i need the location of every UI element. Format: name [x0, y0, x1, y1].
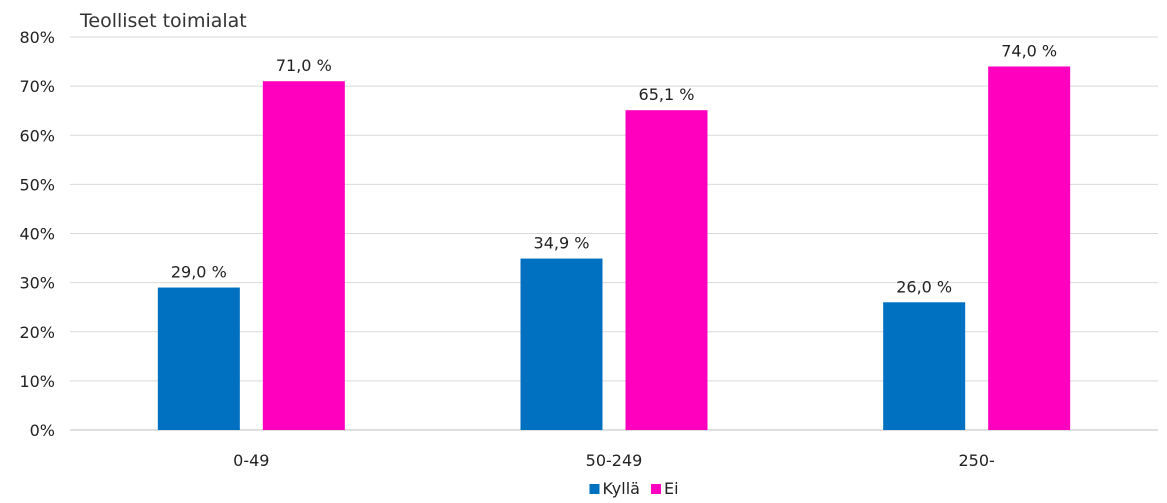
y-tick-label: 60%	[19, 126, 55, 145]
data-label: 74,0 %	[1001, 41, 1057, 60]
data-label: 65,1 %	[639, 85, 695, 104]
gridlines	[70, 36, 1158, 431]
legend-swatch	[589, 484, 600, 494]
legend: Kyllä Ei	[589, 479, 679, 498]
y-tick-label: 30%	[19, 274, 55, 293]
y-tick-label: 10%	[19, 372, 55, 391]
data-label: 26,0 %	[896, 277, 952, 296]
y-tick-label: 80%	[19, 28, 55, 47]
legend-swatch	[650, 484, 661, 494]
x-category-label: 250-	[959, 451, 995, 470]
bar-ei-50-249	[625, 110, 708, 430]
data-label: 29,0 %	[171, 263, 227, 282]
y-tick-label: 50%	[19, 175, 55, 194]
data-label: 71,0 %	[276, 56, 332, 75]
bars	[157, 66, 1071, 431]
data-labels: 29,0 % 71,0 % 34,9 % 65,1 % 26,0 % 74,0 %	[171, 41, 1057, 296]
bar-ei-0-49	[262, 81, 345, 431]
chart-title: Teolliset toimialat	[79, 10, 247, 32]
legend-item-kyllä: Kyllä	[589, 479, 640, 498]
legend-label: Kyllä	[602, 479, 640, 498]
y-tick-label: 70%	[19, 77, 55, 96]
y-tick-label: 40%	[19, 225, 55, 244]
bar-kyllä-0-49	[157, 287, 240, 430]
legend-item-ei: Ei	[650, 479, 679, 498]
x-category-label: 0-49	[233, 451, 269, 470]
y-tick-label: 0%	[30, 421, 55, 440]
y-tick-label: 20%	[19, 323, 55, 342]
legend-label: Ei	[664, 479, 679, 498]
x-category-label: 50-249	[586, 451, 643, 470]
bar-ei-250-	[988, 66, 1071, 430]
data-label: 34,9 %	[534, 234, 590, 253]
x-axis-category-labels: 0-49 50-249 250-	[233, 451, 995, 470]
bar-kyllä-50-249	[520, 258, 603, 430]
bar-kyllä-250-	[883, 302, 966, 430]
y-axis-tick-labels: 0% 10% 20% 30% 40% 50% 60% 70% 80%	[19, 28, 55, 440]
